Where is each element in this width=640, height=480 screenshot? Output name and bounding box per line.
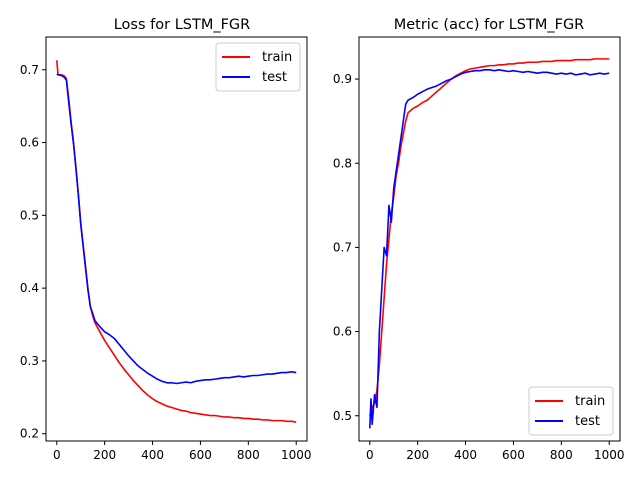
loss-y-tick-label: 0.3 bbox=[20, 354, 39, 368]
loss-chart: Loss for LSTM_FGR 0 200 400 600 800 1000 0.2 0.… bbox=[20, 17, 312, 462]
accuracy-y-tick-label: 0.6 bbox=[333, 325, 352, 339]
accuracy-ticks: 0 200 400 600 800 1000 0.5 0.6 0.7 0.8 0.9 bbox=[333, 72, 625, 462]
loss-y-tick-label: 0.6 bbox=[20, 136, 39, 150]
loss-y-tick-label: 0.5 bbox=[20, 208, 39, 222]
loss-x-tick-label: 200 bbox=[93, 448, 116, 462]
loss-y-tick-label: 0.2 bbox=[20, 427, 39, 441]
accuracy-x-tick-label: 800 bbox=[550, 448, 573, 462]
loss-x-tick-label: 600 bbox=[189, 448, 212, 462]
accuracy-y-tick-label: 0.5 bbox=[333, 409, 352, 423]
accuracy-chart-title: Metric (acc) for LSTM_FGR bbox=[394, 17, 585, 33]
accuracy-chart: Metric (acc) for LSTM_FGR 0 200 400 600 800 1… bbox=[333, 17, 625, 462]
loss-x-tick-label: 800 bbox=[237, 448, 260, 462]
loss-axes-frame bbox=[45, 36, 308, 442]
accuracy-y-tick-label: 0.9 bbox=[333, 72, 352, 86]
loss-y-tick-label: 0.7 bbox=[20, 63, 39, 77]
loss-x-tick-label: 1000 bbox=[281, 448, 312, 462]
accuracy-legend-test-label: test bbox=[575, 414, 600, 429]
loss-y-tick-label: 0.4 bbox=[20, 281, 39, 295]
accuracy-series-test-line bbox=[368, 69, 610, 429]
accuracy-legend: train test bbox=[528, 386, 614, 436]
accuracy-axes-frame bbox=[358, 36, 621, 442]
accuracy-x-tick-label: 200 bbox=[406, 448, 429, 462]
accuracy-y-tick-label: 0.7 bbox=[333, 240, 352, 254]
accuracy-x-tick-label: 1000 bbox=[594, 448, 625, 462]
accuracy-legend-train-label: train bbox=[575, 394, 605, 409]
loss-legend-test-label: test bbox=[262, 70, 287, 85]
loss-ticks: 0 200 400 600 800 1000 0.2 0.3 0.4 0.5 0.6 0.7 bbox=[20, 63, 312, 462]
accuracy-x-tick-label: 600 bbox=[502, 448, 525, 462]
loss-series-test-line bbox=[56, 73, 297, 385]
accuracy-legend-box bbox=[528, 386, 614, 436]
loss-x-tick-label: 0 bbox=[53, 448, 61, 462]
accuracy-y-tick-label: 0.8 bbox=[333, 156, 352, 170]
loss-chart-title: Loss for LSTM_FGR bbox=[114, 17, 251, 33]
loss-x-tick-label: 400 bbox=[141, 448, 164, 462]
loss-legend-box bbox=[215, 42, 301, 92]
loss-legend: train test bbox=[215, 42, 301, 92]
loss-legend-train-label: train bbox=[262, 50, 292, 65]
loss-plot-area bbox=[55, 60, 297, 423]
accuracy-x-tick-label: 0 bbox=[366, 448, 374, 462]
accuracy-x-tick-label: 400 bbox=[454, 448, 477, 462]
accuracy-plot-area bbox=[368, 58, 610, 429]
